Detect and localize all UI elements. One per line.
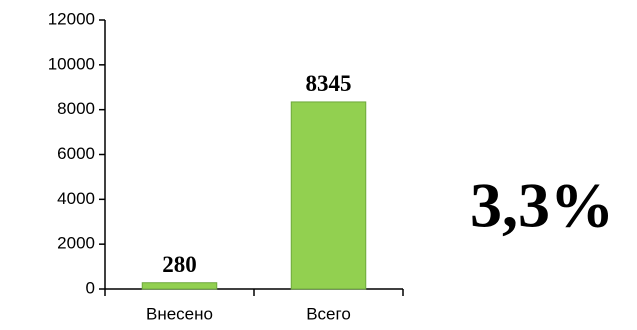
data-label: 280 [162,252,197,277]
y-tick-label: 0 [86,278,95,297]
y-tick-label: 4000 [57,189,95,208]
bar [141,282,218,290]
annotation: 3,3% [470,170,614,241]
x-tick-label: Внесено [146,304,213,323]
y-tick-label: 12000 [48,9,95,28]
data-label: 8345 [306,71,352,96]
y-tick-label: 10000 [48,54,95,73]
y-tick-label: 6000 [57,144,95,163]
y-tick-label: 8000 [57,99,95,118]
y-tick-label: 2000 [57,234,95,253]
bar [290,101,367,290]
x-tick-label: Всего [306,304,351,323]
